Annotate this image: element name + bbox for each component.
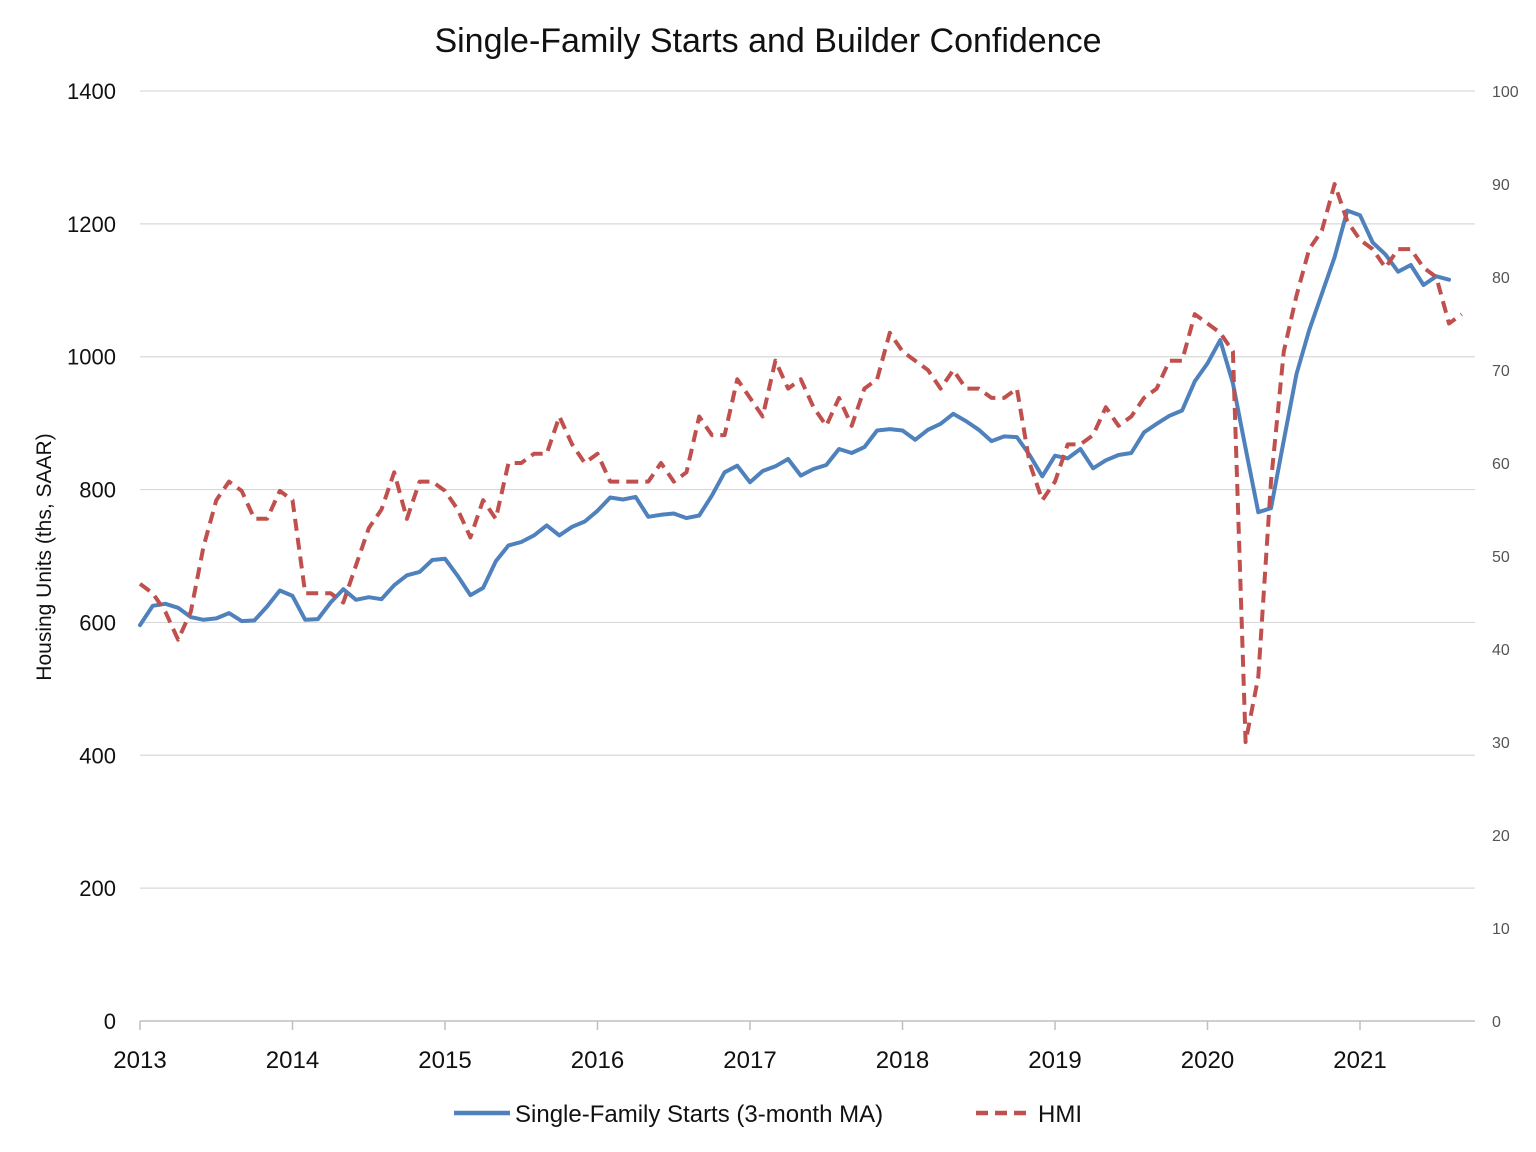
series-lines	[138, 182, 1463, 744]
y-tick-label: 800	[79, 478, 116, 503]
y-tick-label: 200	[79, 876, 116, 901]
y2-tick-label: 90	[1492, 177, 1510, 194]
legend: Single-Family Starts (3-month MA) HMI	[454, 1101, 1082, 1128]
y2-tick-label: 70	[1492, 363, 1510, 380]
x-tick-label: 2015	[418, 1047, 471, 1074]
x-axis-ticks: 2013 2014 2015 2016 2017 2018 2019 2020 2021	[113, 1047, 1386, 1074]
x-tick-label: 2020	[1181, 1047, 1234, 1074]
chart-title: Single-Family Starts and Builder Confide…	[434, 22, 1101, 60]
y2-tick-label: 30	[1492, 735, 1510, 752]
y2-tick-label: 10	[1492, 921, 1510, 938]
y2-tick-label: 0	[1492, 1014, 1501, 1031]
x-tick-label: 2016	[571, 1047, 624, 1074]
x-tick-label: 2018	[876, 1047, 929, 1074]
x-tick-label: 2019	[1028, 1047, 1081, 1074]
y2-tick-label: 20	[1492, 828, 1510, 845]
x-tick-label: 2017	[723, 1047, 776, 1074]
y-tick-label: 1400	[67, 79, 116, 104]
y-tick-label: 0	[104, 1009, 116, 1034]
series-line-hmi	[138, 182, 1463, 744]
y2-tick-label: 50	[1492, 549, 1510, 566]
y-tick-label: 1200	[67, 212, 116, 237]
series-line-starts	[138, 208, 1451, 628]
y-tick-label: 1000	[67, 345, 116, 370]
gridlines	[140, 90, 1475, 889]
y-tick-label: 400	[79, 743, 116, 768]
x-tick-label: 2014	[266, 1047, 319, 1074]
axes	[139, 1020, 1475, 1030]
x-tick-label: 2013	[113, 1047, 166, 1074]
legend-label-starts: Single-Family Starts (3-month MA)	[515, 1101, 883, 1128]
x-tick-label: 2021	[1333, 1047, 1386, 1074]
legend-label-hmi: HMI	[1038, 1101, 1082, 1128]
y2-tick-label: 100	[1492, 84, 1519, 101]
right-axis-ticks: 0 10 20 30 40 50 60 70 80 90 100	[1492, 84, 1519, 1031]
y2-tick-label: 80	[1492, 270, 1510, 287]
y2-tick-label: 40	[1492, 642, 1510, 659]
y-tick-label: 600	[79, 610, 116, 635]
y2-tick-label: 60	[1492, 456, 1510, 473]
left-axis-ticks: 0 200 400 600 800 1000 1200 1400	[67, 79, 116, 1034]
y-axis-label: Housing Units (ths, SAAR)	[33, 433, 56, 680]
